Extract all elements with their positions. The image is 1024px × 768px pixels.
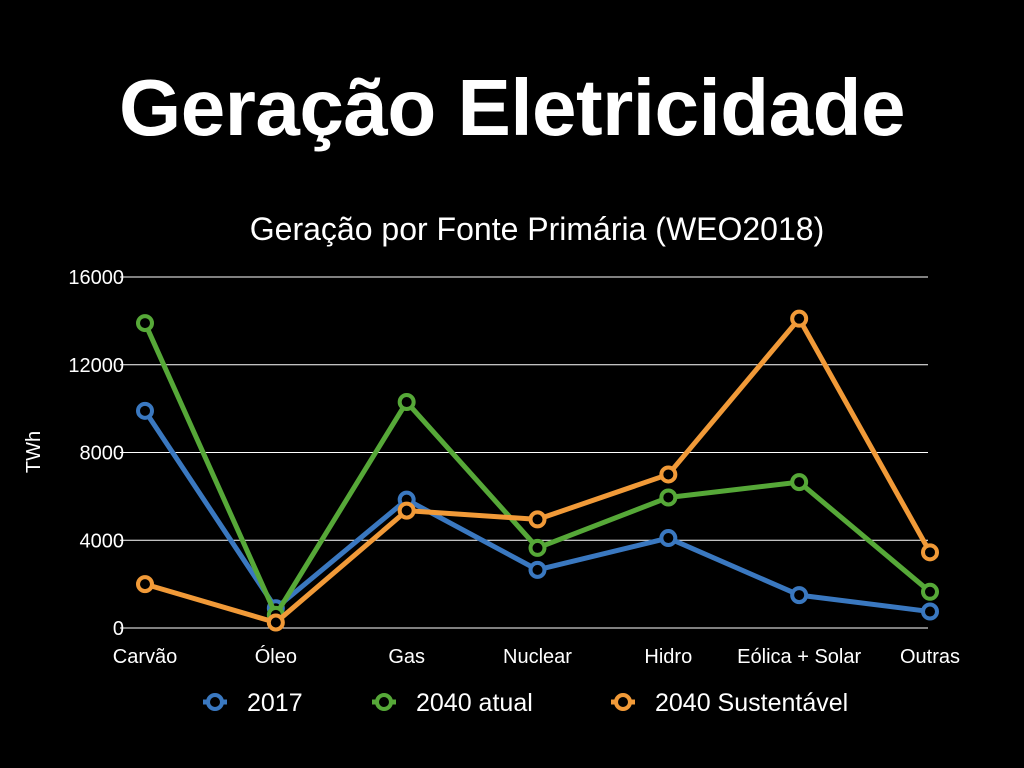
- legend-swatch-marker: [206, 693, 224, 711]
- legend-label: 2040 Sustentável: [655, 689, 848, 717]
- x-tick-label: Eólica + Solar: [737, 646, 861, 668]
- x-tick-label: Nuclear: [503, 646, 572, 668]
- data-point: [136, 314, 154, 333]
- data-point: [921, 602, 939, 621]
- data-point: [659, 488, 678, 507]
- legend-item: 2040 Sustentável: [611, 689, 848, 717]
- data-point: [528, 538, 547, 557]
- series-3: [136, 309, 939, 632]
- y-axis-label: TWh: [23, 431, 45, 473]
- data-point: [790, 309, 809, 328]
- y-tick-label: 16000: [68, 267, 124, 289]
- data-point: [397, 501, 416, 520]
- series-group: [136, 309, 939, 632]
- y-tick-label: 12000: [68, 355, 124, 377]
- data-point: [528, 510, 547, 529]
- y-tick-label: 0: [113, 618, 124, 640]
- legend-label: 2040 atual: [416, 689, 533, 717]
- y-tick-label: 4000: [80, 530, 125, 552]
- legend: 2017 2040 atual 2040 Sustentável: [203, 689, 848, 717]
- x-tick-label: Outras: [900, 646, 960, 668]
- data-point: [397, 393, 416, 412]
- x-tick-label: Carvão: [113, 646, 177, 668]
- data-point: [528, 560, 547, 579]
- x-tick-labels: Carvão Óleo Gas Nuclear Hidro Eólica + Solar O…: [113, 645, 960, 668]
- data-point: [790, 586, 809, 605]
- gridlines: [120, 276, 928, 629]
- legend-swatch-marker: [375, 693, 393, 711]
- data-point: [136, 401, 154, 420]
- legend-item: 2040 atual: [372, 689, 533, 717]
- y-tick-labels: 0 4000 8000 12000 16000: [68, 267, 124, 640]
- data-point: [790, 473, 809, 492]
- slide-title: Geração Eletricidade: [119, 63, 905, 152]
- x-tick-label: Hidro: [644, 646, 692, 668]
- y-tick-label: 8000: [80, 443, 125, 465]
- legend-label: 2017: [247, 689, 303, 717]
- x-tick-label: Óleo: [255, 645, 297, 668]
- chart-title: Geração por Fonte Primária (WEO2018): [250, 211, 824, 247]
- legend-swatch-marker: [614, 693, 632, 711]
- data-point: [921, 543, 939, 562]
- data-point: [659, 529, 678, 548]
- data-point: [921, 582, 939, 601]
- data-point: [136, 575, 154, 594]
- data-point: [659, 465, 678, 484]
- data-point: [266, 613, 285, 632]
- x-tick-label: Gas: [388, 646, 425, 668]
- legend-item: 2017: [203, 689, 303, 717]
